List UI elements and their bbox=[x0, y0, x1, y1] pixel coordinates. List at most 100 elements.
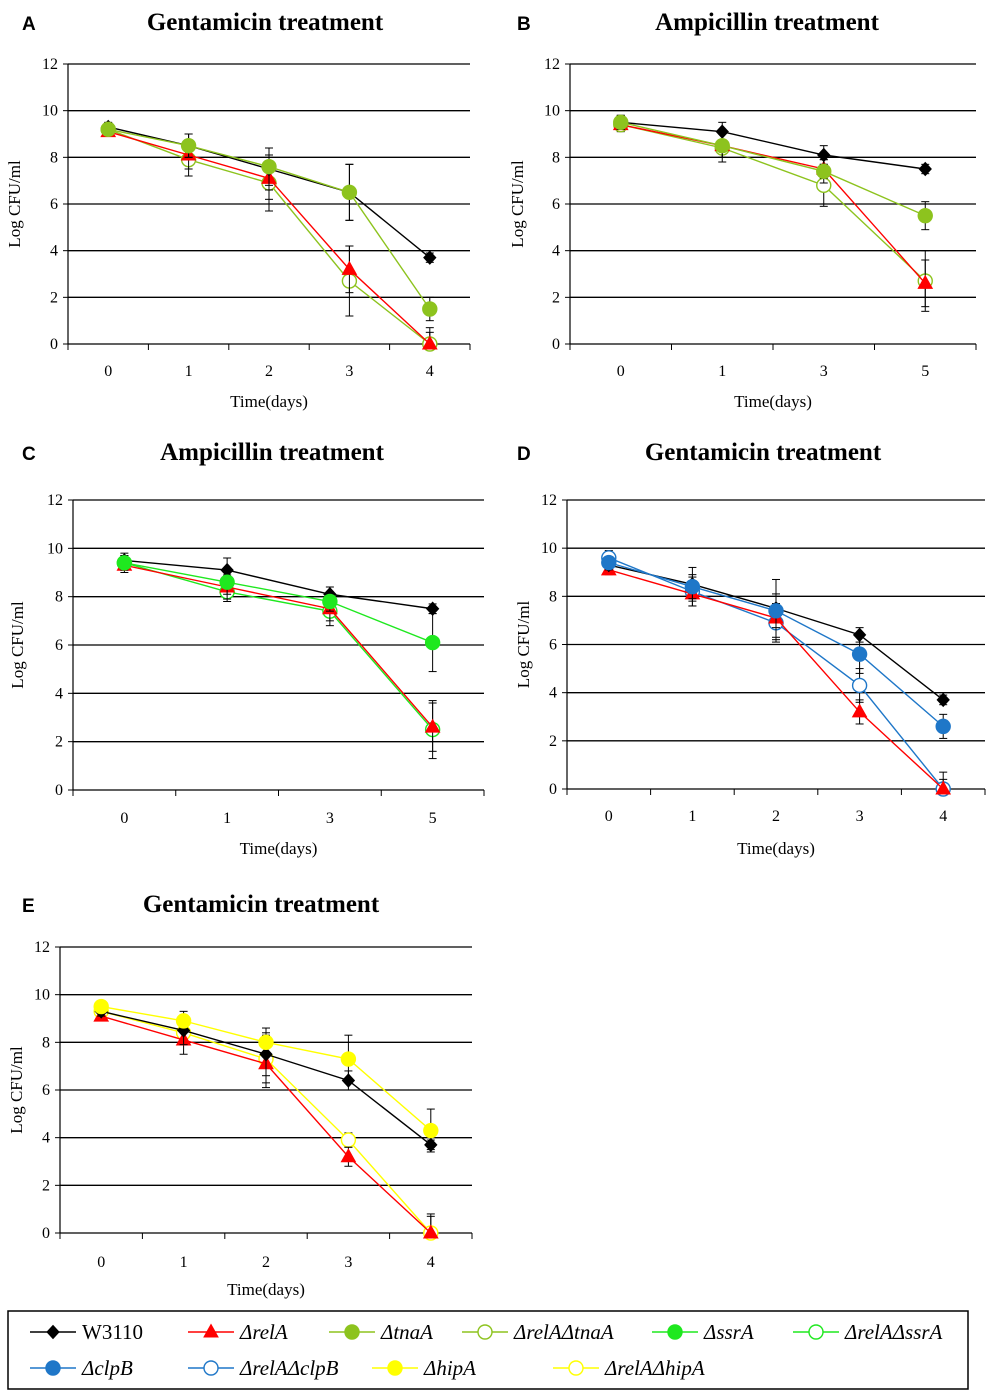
y-axis-label: Log CFU/ml bbox=[508, 160, 527, 248]
x-tick-label: 2 bbox=[265, 363, 273, 380]
x-tick-label: 3 bbox=[856, 808, 864, 825]
data-point bbox=[935, 780, 952, 795]
legend: W3110 ΔrelA ΔtnaA ΔrelAΔtnaA ΔssrA ΔrelAΔssrA… bbox=[7, 1310, 969, 1390]
y-tick-label: 6 bbox=[55, 637, 63, 654]
legend-entry-delta-rel-adelta-tna-a: ΔrelAΔtnaA bbox=[462, 1320, 614, 1344]
data-point bbox=[768, 603, 784, 619]
data-point bbox=[684, 579, 701, 595]
y-tick-label: 0 bbox=[552, 336, 560, 353]
y-tick-label: 12 bbox=[47, 492, 63, 509]
y-tick-label: 0 bbox=[549, 781, 557, 798]
legend-label: ΔrelAΔhipA bbox=[604, 1356, 705, 1380]
panel-letter: B bbox=[517, 14, 531, 35]
legend-label: ΔclpB bbox=[81, 1356, 133, 1380]
y-tick-label: 2 bbox=[549, 733, 557, 750]
data-point bbox=[424, 718, 441, 733]
series-line bbox=[620, 123, 926, 284]
x-tick-label: 1 bbox=[185, 363, 193, 380]
panel-letter: E bbox=[22, 896, 35, 917]
legend-entry-w3110: W3110 bbox=[30, 1320, 143, 1344]
legend-marker bbox=[808, 1324, 824, 1340]
legend-marker bbox=[203, 1323, 219, 1338]
series-w3110 bbox=[117, 552, 440, 616]
legend-entry-delta-rel-a: ΔrelA bbox=[188, 1320, 288, 1344]
series-delta-rel-a bbox=[116, 556, 441, 752]
y-axis-label: Log CFU/ml bbox=[7, 1046, 26, 1134]
legend-entry-delta-rel-adelta-hip-a: ΔrelAΔhipA bbox=[553, 1356, 705, 1380]
y-tick-label: 4 bbox=[552, 243, 560, 260]
x-tick-label: 2 bbox=[262, 1254, 270, 1271]
x-tick-label: 0 bbox=[120, 810, 128, 827]
y-axis-label: Log CFU/ml bbox=[514, 601, 533, 689]
panel-c: C Ampicillin treatment 0 2 4 6 8 10 12 0 1 3 5 Time(d… bbox=[8, 439, 485, 858]
y-tick-label: 2 bbox=[42, 1177, 50, 1194]
y-tick-label: 10 bbox=[544, 103, 560, 120]
x-tick-label: 1 bbox=[180, 1254, 188, 1271]
series-line bbox=[124, 559, 433, 610]
legend-label: ΔhipA bbox=[423, 1356, 476, 1380]
panel-b: B Ampicillin treatment 0 2 4 6 8 10 12 0 1 3 5 Time(d… bbox=[508, 9, 977, 411]
x-tick-label: 1 bbox=[718, 363, 726, 380]
y-tick-label: 2 bbox=[552, 289, 560, 306]
series-delta-tna-a bbox=[613, 114, 933, 231]
series-w3110 bbox=[602, 557, 950, 708]
series-delta-rel-adelta-ssr-a bbox=[116, 555, 441, 760]
legend-entry-delta-rel-adelta-clp-b: ΔrelAΔclpB bbox=[188, 1356, 339, 1380]
x-tick-label: 0 bbox=[104, 363, 112, 380]
legend-marker bbox=[568, 1360, 584, 1376]
data-point bbox=[341, 184, 358, 201]
data-point bbox=[93, 998, 109, 1015]
chart-title: Gentamicin treatment bbox=[645, 439, 882, 466]
y-tick-label: 8 bbox=[55, 589, 63, 606]
data-point bbox=[322, 593, 338, 610]
chart-title: Ampicillin treatment bbox=[160, 439, 384, 466]
y-tick-label: 6 bbox=[552, 196, 560, 213]
y-tick-label: 6 bbox=[50, 196, 58, 213]
x-tick-label: 4 bbox=[426, 363, 434, 380]
data-point bbox=[851, 703, 868, 718]
x-axis-label: Time(days) bbox=[737, 839, 815, 858]
x-tick-label: 3 bbox=[326, 810, 334, 827]
y-tick-label: 12 bbox=[541, 492, 557, 509]
x-tick-label: 4 bbox=[427, 1254, 435, 1271]
panel-letter: A bbox=[22, 14, 36, 35]
series-line bbox=[124, 562, 434, 731]
data-point bbox=[918, 161, 932, 177]
data-point bbox=[851, 677, 868, 694]
series-delta-tna-a bbox=[100, 121, 438, 322]
y-tick-label: 0 bbox=[50, 336, 58, 353]
series-delta-rel-a bbox=[612, 116, 934, 308]
data-point bbox=[340, 1132, 357, 1148]
y-axis-label: Log CFU/ml bbox=[8, 601, 27, 689]
chart-title: Ampicillin treatment bbox=[655, 9, 879, 36]
data-point bbox=[917, 207, 933, 224]
data-point bbox=[422, 1224, 439, 1239]
x-tick-label: 2 bbox=[772, 808, 780, 825]
data-point bbox=[261, 158, 277, 175]
panel-letter: C bbox=[22, 444, 36, 465]
legend-label: ΔrelAΔssrA bbox=[844, 1320, 943, 1344]
x-axis-label: Time(days) bbox=[734, 392, 812, 411]
legend-marker bbox=[344, 1324, 360, 1340]
legend-marker bbox=[203, 1360, 219, 1376]
series-line bbox=[124, 564, 434, 728]
y-tick-label: 6 bbox=[549, 637, 557, 654]
y-tick-label: 4 bbox=[50, 243, 58, 260]
data-point bbox=[423, 1122, 439, 1139]
data-point bbox=[175, 1013, 192, 1029]
y-tick-label: 4 bbox=[55, 685, 63, 702]
y-tick-label: 2 bbox=[50, 289, 58, 306]
data-point bbox=[936, 692, 950, 708]
x-tick-label: 4 bbox=[939, 808, 947, 825]
legend-label: ΔrelAΔtnaA bbox=[513, 1320, 614, 1344]
legend-marker bbox=[387, 1360, 403, 1376]
panel-letter: D bbox=[517, 444, 531, 465]
data-point bbox=[422, 301, 438, 317]
legend-label: ΔrelA bbox=[239, 1320, 288, 1344]
x-axis-label: Time(days) bbox=[227, 1280, 305, 1299]
y-tick-label: 4 bbox=[42, 1130, 50, 1147]
y-tick-label: 8 bbox=[42, 1034, 50, 1051]
y-tick-label: 10 bbox=[47, 540, 63, 557]
data-point bbox=[601, 554, 617, 571]
